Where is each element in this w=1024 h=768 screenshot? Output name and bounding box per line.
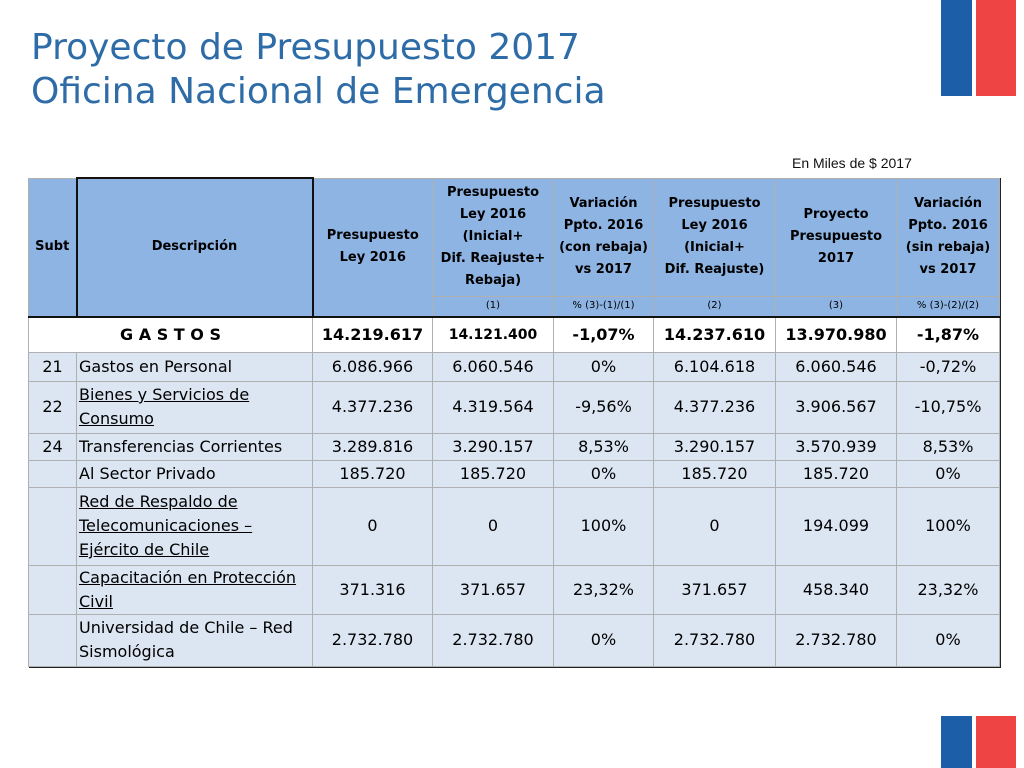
row-value: 371.657: [432, 564, 554, 615]
row-value: -0,72%: [896, 351, 1000, 382]
subheader-cell: % (3)-(2)/(2): [896, 295, 1000, 317]
row-subt: 21: [28, 351, 77, 382]
row-value: 100%: [896, 486, 1000, 566]
row-subt: [28, 564, 77, 615]
row-description: Gastos en Personal: [76, 351, 313, 382]
row-subt: 24: [28, 432, 77, 461]
row-value: 23,32%: [553, 564, 654, 615]
row-subt: [28, 613, 77, 667]
row-value: 23,32%: [896, 564, 1000, 615]
row-description: Al Sector Privado: [76, 459, 313, 488]
row-subt: 22: [28, 380, 77, 434]
row-value: 0: [653, 486, 776, 566]
header-variacion-con-rebaja: Variación Ppto. 2016 (con rebaja) vs 201…: [553, 177, 654, 297]
slide-title: Proyecto de Presupuesto 2017 Oficina Nac…: [31, 26, 606, 114]
header-subt: Subt: [28, 177, 77, 317]
row-description: Transferencias Corrientes: [76, 432, 313, 461]
table-total-row: G A S T O S 14.219.617 14.121.400 -1,07%…: [28, 315, 1000, 353]
header-presupuesto-ley-2016-reajuste: Presupuesto Ley 2016 (Inicial+ Dif. Reaj…: [653, 177, 776, 297]
flag-blue-stripe: [941, 716, 972, 768]
row-description-link[interactable]: Bienes y Servicios de Consumo: [76, 380, 313, 434]
subheader-cell: (1): [432, 295, 554, 317]
row-value: 3.289.816: [312, 432, 433, 461]
header-descripcion: Descripción: [75, 177, 314, 318]
row-subt: [28, 459, 77, 488]
table-row: Red de Respaldo de Telecomunicaciones – …: [28, 486, 1000, 566]
table-row: 24 Transferencias Corrientes 3.289.816 3…: [28, 432, 1000, 461]
header-presupuesto-ley-2016-rebaja: Presupuesto Ley 2016 (Inicial+ Dif. Reaj…: [432, 177, 554, 297]
header-variacion-sin-rebaja: Variación Ppto. 2016 (sin rebaja) vs 201…: [896, 177, 1000, 297]
total-value: 13.970.980: [775, 315, 897, 353]
row-value: 100%: [553, 486, 654, 566]
table-row: Al Sector Privado 185.720 185.720 0% 185…: [28, 459, 1000, 488]
row-value: 4.377.236: [312, 380, 433, 434]
row-value: 0%: [896, 613, 1000, 667]
row-value: 2.732.780: [312, 613, 433, 667]
total-value: -1,07%: [553, 315, 654, 353]
row-value: -10,75%: [896, 380, 1000, 434]
row-value: 0%: [896, 459, 1000, 488]
row-description-link[interactable]: Red de Respaldo de Telecomunicaciones – …: [76, 486, 313, 566]
row-value: 3.906.567: [775, 380, 897, 434]
total-label: G A S T O S: [28, 315, 313, 353]
row-value: 6.086.966: [312, 351, 433, 382]
row-value: 185.720: [432, 459, 554, 488]
row-value: 194.099: [775, 486, 897, 566]
row-description: Universidad de Chile – Red Sismológica: [76, 613, 313, 667]
subheader-cell: % (3)-(1)/(1): [553, 295, 654, 317]
header-proyecto-presupuesto-2017: Proyecto Presupuesto 2017: [775, 177, 897, 297]
row-value: 0: [432, 486, 554, 566]
table-row: Universidad de Chile – Red Sismológica 2…: [28, 613, 1000, 667]
row-value: 0%: [553, 351, 654, 382]
row-value: 3.290.157: [653, 432, 776, 461]
row-value: 371.657: [653, 564, 776, 615]
flag-decoration-top: [941, 0, 1016, 96]
row-value: 0%: [553, 459, 654, 488]
flag-decoration-bottom: [941, 716, 1016, 768]
flag-red-stripe: [976, 0, 1016, 96]
row-value: 3.570.939: [775, 432, 897, 461]
flag-blue-stripe: [941, 0, 972, 96]
subheader-cell: (2): [653, 295, 776, 317]
table-row: Capacitación en Protección Civil 371.316…: [28, 564, 1000, 615]
total-value: 14.219.617: [312, 315, 433, 353]
row-value: 6.060.546: [432, 351, 554, 382]
row-value: 8,53%: [896, 432, 1000, 461]
table-header-row: Subt Descripción Presupuesto Ley 2016 Pr…: [28, 177, 1000, 318]
row-value: 185.720: [312, 459, 433, 488]
row-value: 6.104.618: [653, 351, 776, 382]
row-value: -9,56%: [553, 380, 654, 434]
row-value: 2.732.780: [775, 613, 897, 667]
row-value: 185.720: [653, 459, 776, 488]
row-value: 4.319.564: [432, 380, 554, 434]
table-row: 21 Gastos en Personal 6.086.966 6.060.54…: [28, 351, 1000, 382]
row-value: 2.732.780: [432, 613, 554, 667]
title-line-2: Oficina Nacional de Emergencia: [31, 71, 606, 112]
table-row: 22 Bienes y Servicios de Consumo 4.377.2…: [28, 380, 1000, 434]
total-value: -1,87%: [896, 315, 1000, 353]
row-value: 0%: [553, 613, 654, 667]
units-note: En Miles de $ 2017: [792, 155, 912, 171]
budget-table: Subt Descripción Presupuesto Ley 2016 Pr…: [28, 177, 1000, 667]
row-value: 0: [312, 486, 433, 566]
row-value: 6.060.546: [775, 351, 897, 382]
row-subt: [28, 486, 77, 566]
row-value: 4.377.236: [653, 380, 776, 434]
total-value: 14.237.610: [653, 315, 776, 353]
flag-red-stripe: [976, 716, 1016, 768]
row-value: 371.316: [312, 564, 433, 615]
row-value: 2.732.780: [653, 613, 776, 667]
header-presupuesto-ley-2016: Presupuesto Ley 2016: [312, 177, 433, 317]
row-value: 3.290.157: [432, 432, 554, 461]
subheader-cell: (3): [775, 295, 897, 317]
title-line-1: Proyecto de Presupuesto 2017: [31, 27, 580, 68]
row-value: 458.340: [775, 564, 897, 615]
total-value: 14.121.400: [432, 315, 554, 353]
row-description-link[interactable]: Capacitación en Protección Civil: [76, 564, 313, 615]
row-value: 185.720: [775, 459, 897, 488]
row-value: 8,53%: [553, 432, 654, 461]
